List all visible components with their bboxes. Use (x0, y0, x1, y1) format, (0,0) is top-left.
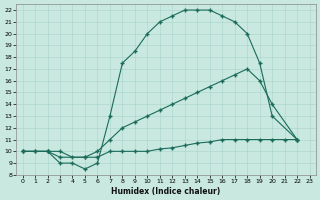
X-axis label: Humidex (Indice chaleur): Humidex (Indice chaleur) (111, 187, 221, 196)
